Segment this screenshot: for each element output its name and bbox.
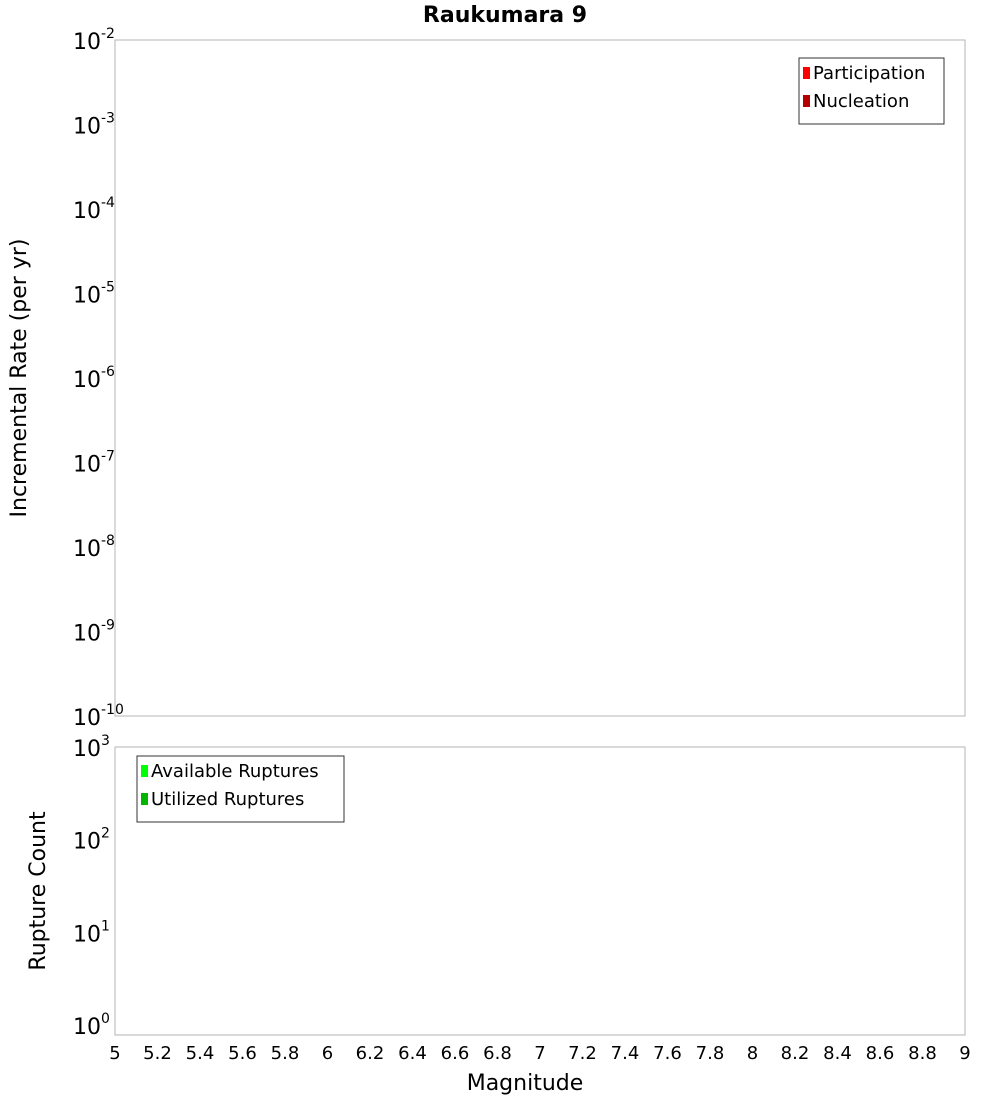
x-tick-label: 6.6	[441, 1043, 470, 1064]
x-axis-label: Magnitude	[467, 1071, 584, 1096]
x-tick-label: 7.2	[568, 1043, 597, 1064]
panel-2: 100 101 102 103 5 5.2 5.4 5.6 5.8 6 6.2 6.4 6.6 6.8 7 7…	[26, 733, 971, 1096]
legend-label: Available Ruptures	[151, 761, 319, 782]
x-tick-label: 6.4	[398, 1043, 427, 1064]
legend: Available Ruptures Utilized Ruptures	[136, 755, 345, 823]
y-tick-label: 10-4	[73, 195, 115, 224]
x-tick-label: 8.2	[781, 1043, 810, 1064]
y-tick-label: 103	[73, 733, 110, 762]
y-tick-label: 10-2	[73, 26, 115, 55]
x-tick-label: 7	[534, 1043, 545, 1064]
x-tick-label: 7.8	[696, 1043, 725, 1064]
y-tick-label: 10-9	[73, 618, 115, 647]
x-tick-label: 5	[109, 1043, 120, 1064]
legend-swatch	[141, 793, 148, 805]
x-tick-label: 7.6	[653, 1043, 682, 1064]
legend-swatch	[141, 765, 148, 777]
x-tick-label: 5.2	[143, 1043, 172, 1064]
x-tick-label: 8.6	[866, 1043, 895, 1064]
legend-box	[136, 755, 345, 823]
y-tick-label: 10-6	[73, 364, 115, 393]
y-tick-label: 10-10	[73, 702, 124, 731]
chart-title: Raukumara 9	[423, 3, 587, 28]
y-tick-label: 10-7	[73, 449, 115, 478]
x-tick-label: 6.8	[483, 1043, 512, 1064]
y-tick-label: 10-3	[73, 111, 115, 140]
plot-frame	[114, 39, 966, 717]
x-tick-label: 5.4	[186, 1043, 215, 1064]
legend-swatch	[803, 95, 810, 107]
legend-label: Nucleation	[813, 91, 909, 112]
x-tick-label: 9	[959, 1043, 970, 1064]
x-tick-label: 8.8	[908, 1043, 937, 1064]
y-tick-label: 10-8	[73, 533, 115, 562]
legend-box	[798, 57, 945, 125]
panel-1: 10-10 10-9 10-8 10-7 10-6 10-5 10-4 10-3 10-2 Inc…	[7, 3, 966, 731]
legend-swatch	[803, 67, 810, 79]
y-tick-label: 100	[73, 1011, 110, 1040]
y-tick-label: 101	[73, 918, 110, 947]
x-tick-label: 5.8	[271, 1043, 300, 1064]
x-tick-label: 8.4	[823, 1043, 852, 1064]
x-tick-label: 5.6	[228, 1043, 257, 1064]
legend: Participation Nucleation	[798, 57, 945, 125]
x-tick-label: 7.4	[611, 1043, 640, 1064]
x-tick-label: 6	[322, 1043, 333, 1064]
legend-label: Participation	[813, 63, 925, 84]
y-tick-label: 102	[73, 826, 110, 855]
y-axis-label: Rupture Count	[26, 811, 51, 971]
x-tick-label: 6.2	[356, 1043, 385, 1064]
y-tick-label: 10-5	[73, 280, 115, 309]
x-tick-label: 8	[747, 1043, 758, 1064]
y-axis-label: Incremental Rate (per yr)	[7, 239, 32, 518]
legend-label: Utilized Ruptures	[151, 789, 304, 810]
